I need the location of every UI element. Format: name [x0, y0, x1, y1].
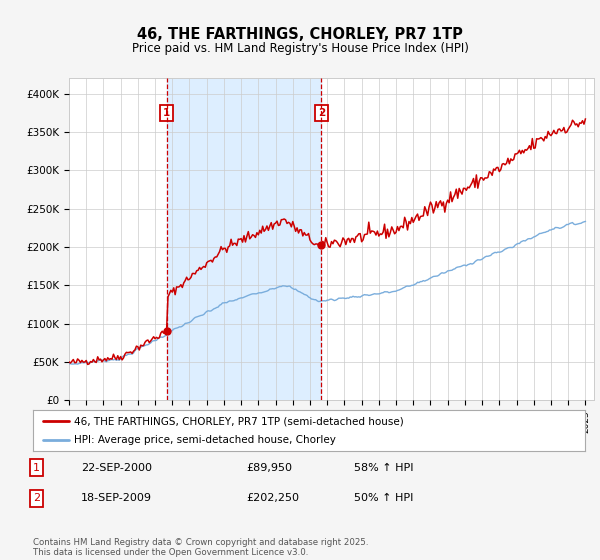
Text: Contains HM Land Registry data © Crown copyright and database right 2025.
This d: Contains HM Land Registry data © Crown c…: [33, 538, 368, 557]
Text: 18-SEP-2009: 18-SEP-2009: [81, 493, 152, 503]
Text: 22-SEP-2000: 22-SEP-2000: [81, 463, 152, 473]
Text: 1: 1: [163, 108, 170, 118]
Text: Price paid vs. HM Land Registry's House Price Index (HPI): Price paid vs. HM Land Registry's House …: [131, 42, 469, 55]
Text: HPI: Average price, semi-detached house, Chorley: HPI: Average price, semi-detached house,…: [74, 435, 336, 445]
Text: £202,250: £202,250: [246, 493, 299, 503]
Text: 46, THE FARTHINGS, CHORLEY, PR7 1TP (semi-detached house): 46, THE FARTHINGS, CHORLEY, PR7 1TP (sem…: [74, 417, 404, 426]
Text: £89,950: £89,950: [246, 463, 292, 473]
Text: 2: 2: [33, 493, 40, 503]
Text: 1: 1: [33, 463, 40, 473]
Text: 2: 2: [318, 108, 325, 118]
Text: 46, THE FARTHINGS, CHORLEY, PR7 1TP: 46, THE FARTHINGS, CHORLEY, PR7 1TP: [137, 27, 463, 42]
Bar: [167, 78, 322, 400]
Text: 50% ↑ HPI: 50% ↑ HPI: [354, 493, 413, 503]
Text: 58% ↑ HPI: 58% ↑ HPI: [354, 463, 413, 473]
